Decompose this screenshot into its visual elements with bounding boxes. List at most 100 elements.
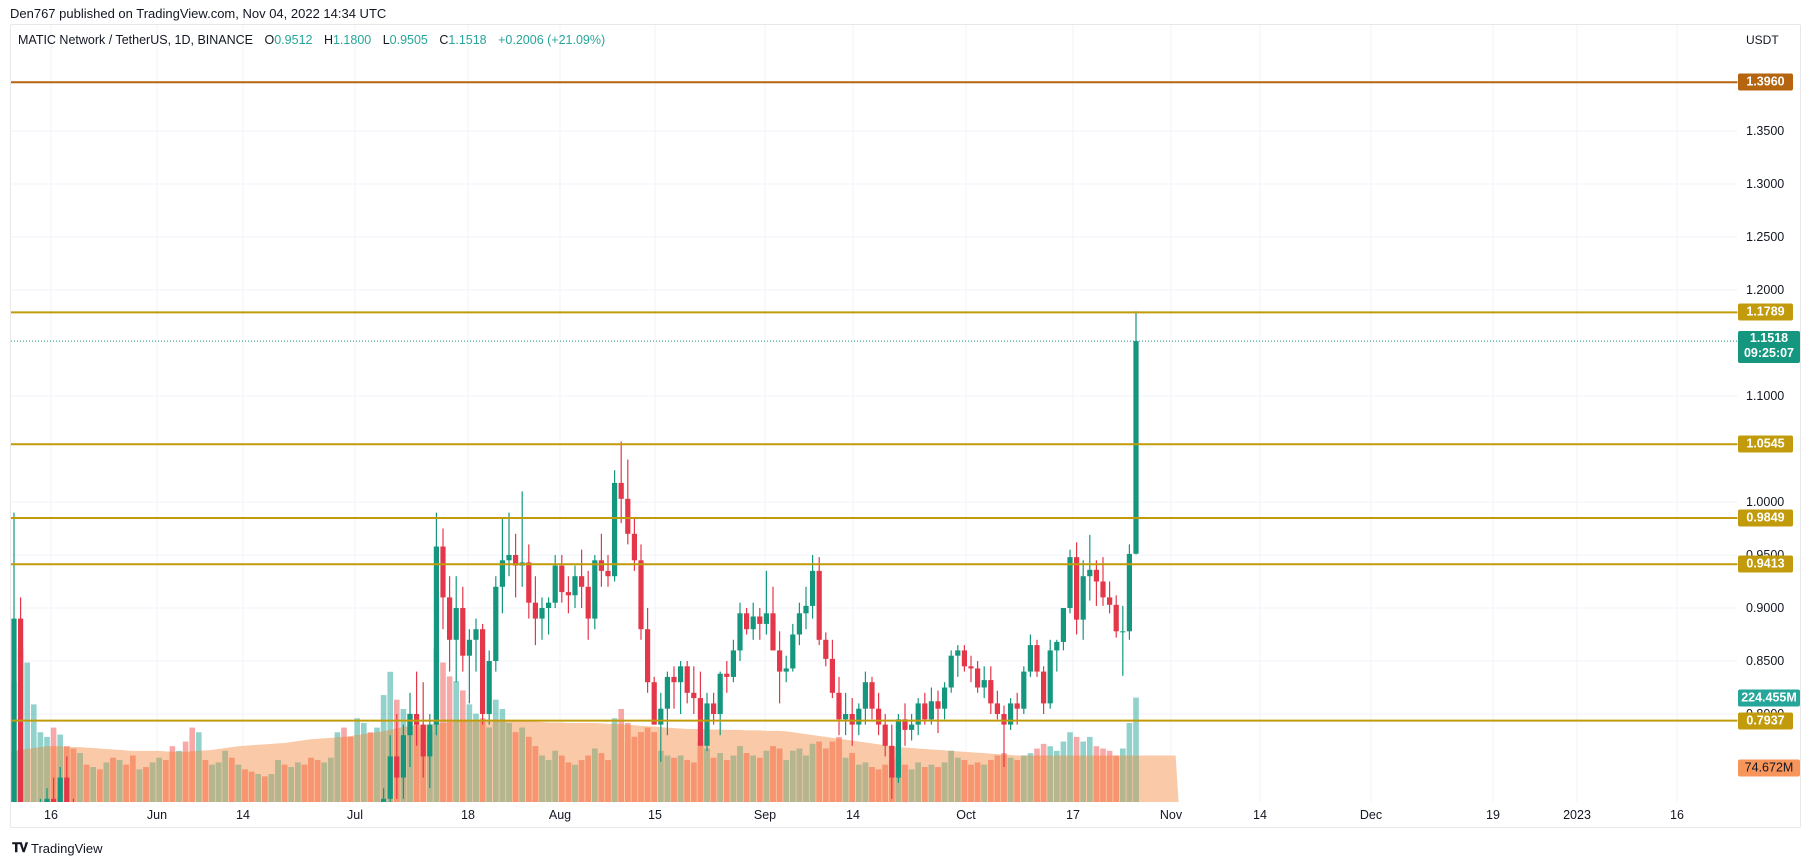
candle-down bbox=[882, 724, 888, 746]
candle-up bbox=[856, 708, 862, 725]
time-tick-label: Jul bbox=[347, 808, 363, 822]
candle-up bbox=[539, 608, 545, 619]
volume-bar-overlap bbox=[1001, 754, 1007, 802]
candle-up bbox=[803, 605, 809, 614]
volume-bar bbox=[1133, 697, 1139, 802]
volume-bar-overlap bbox=[110, 757, 116, 802]
volume-bar-overlap bbox=[559, 755, 565, 802]
candle-down bbox=[638, 560, 644, 630]
candle-down bbox=[585, 586, 591, 619]
time-tick-label: Nov bbox=[1159, 808, 1183, 822]
volume-bar-overlap bbox=[717, 753, 723, 802]
candle-down bbox=[460, 608, 466, 656]
volume-bar-overlap bbox=[347, 736, 354, 802]
volume-bar-overlap bbox=[1014, 760, 1020, 802]
candle-down bbox=[770, 613, 776, 651]
candle-down bbox=[961, 650, 967, 667]
volume-bar-overlap bbox=[691, 762, 697, 802]
volume-bar-overlap bbox=[143, 767, 149, 802]
volume-bar-overlap bbox=[123, 764, 129, 802]
candle-up bbox=[552, 565, 558, 603]
volume-bar-overlap bbox=[295, 762, 301, 802]
volume-bar-overlap bbox=[1087, 755, 1093, 802]
candle-up bbox=[1027, 645, 1033, 672]
candle-down bbox=[71, 809, 76, 866]
volume-bar-overlap bbox=[638, 732, 644, 802]
volume-bar-overlap bbox=[136, 769, 143, 802]
volume-bar-overlap bbox=[941, 762, 948, 802]
volume-bar-overlap bbox=[328, 757, 334, 802]
candle-up bbox=[1054, 641, 1060, 651]
candle-down bbox=[124, 852, 129, 866]
volume-bar-overlap bbox=[235, 764, 242, 802]
time-tick-label: 16 bbox=[1670, 808, 1684, 822]
volume-bar-overlap bbox=[922, 767, 928, 802]
volume-bar-overlap bbox=[1034, 755, 1040, 802]
volume-bar-overlap bbox=[856, 764, 862, 802]
candle-down bbox=[420, 724, 426, 757]
tradingview-brand[interactable]: 𝐓𝐕 TradingView bbox=[12, 840, 103, 856]
tradingview-logo-icon: 𝐓𝐕 bbox=[12, 840, 28, 855]
time-tick-label: 2023 bbox=[1563, 808, 1591, 822]
level-price-tag: 1.0545 bbox=[1738, 435, 1793, 453]
volume-bar-overlap bbox=[961, 760, 968, 802]
candle-up bbox=[11, 618, 17, 802]
volume-bar-overlap bbox=[44, 746, 50, 802]
candle-up bbox=[117, 852, 122, 866]
volume-bar-overlap bbox=[730, 755, 737, 802]
candle-down bbox=[1093, 569, 1099, 582]
volume-bar-overlap bbox=[149, 762, 156, 802]
open-label: O bbox=[264, 33, 275, 47]
volume-bar-overlap bbox=[281, 764, 288, 802]
volume-bar-overlap bbox=[248, 771, 255, 802]
candle-up bbox=[730, 650, 736, 677]
candle-down bbox=[876, 708, 882, 725]
volume-bar-overlap bbox=[182, 751, 189, 802]
time-tick-label: Aug bbox=[548, 808, 572, 822]
volume-bar-overlap bbox=[130, 755, 136, 802]
candle-up bbox=[704, 703, 710, 746]
price-tick-label: 1.2500 bbox=[1746, 230, 1785, 244]
volume-bar-overlap bbox=[565, 762, 572, 802]
brand-label: TradingView bbox=[31, 840, 103, 856]
candle-down bbox=[480, 629, 486, 714]
candle-up bbox=[506, 555, 512, 561]
volume-bar-overlap bbox=[1093, 755, 1100, 802]
candle-up bbox=[909, 724, 915, 730]
volume-bar-overlap bbox=[1054, 755, 1060, 802]
level-price-tag: 1.1789 bbox=[1738, 303, 1793, 321]
candle-up bbox=[486, 661, 492, 714]
candle-down bbox=[64, 777, 70, 802]
candle-up bbox=[915, 703, 921, 725]
symbol-name[interactable]: MATIC Network / TetherUS, 1D, BINANCE bbox=[18, 33, 254, 47]
candle-down bbox=[869, 682, 875, 709]
candle-down bbox=[51, 798, 57, 802]
volume-bar-overlap bbox=[605, 760, 611, 802]
volume-bar-overlap bbox=[816, 741, 822, 802]
volume-bar-overlap bbox=[790, 750, 796, 802]
volume-bar-overlap bbox=[974, 762, 981, 802]
open-value: 0.9512 bbox=[274, 33, 313, 47]
candle-up bbox=[1126, 553, 1132, 632]
candle-up bbox=[1133, 341, 1139, 554]
volume-bar-overlap bbox=[671, 757, 677, 802]
candle-up bbox=[407, 714, 413, 736]
volume-bar-overlap bbox=[677, 755, 684, 802]
volume-bar-overlap bbox=[367, 733, 374, 802]
candle-down bbox=[724, 673, 730, 677]
candle-up bbox=[1120, 631, 1126, 633]
candle-down bbox=[1034, 645, 1040, 672]
candle-down bbox=[1100, 581, 1106, 598]
candle-down bbox=[447, 597, 453, 640]
candle-down bbox=[1001, 714, 1007, 725]
volume-bar-overlap bbox=[1133, 755, 1139, 802]
volume-bar-overlap bbox=[97, 769, 103, 802]
candle-up bbox=[862, 682, 868, 709]
candle-down bbox=[889, 745, 895, 778]
candle-up bbox=[493, 586, 499, 661]
volume-bar-overlap bbox=[486, 727, 492, 802]
published-info: Den767 published on TradingView.com, Nov… bbox=[10, 6, 387, 21]
volume-bar-overlap bbox=[1007, 757, 1014, 802]
high-label: H bbox=[323, 33, 333, 47]
